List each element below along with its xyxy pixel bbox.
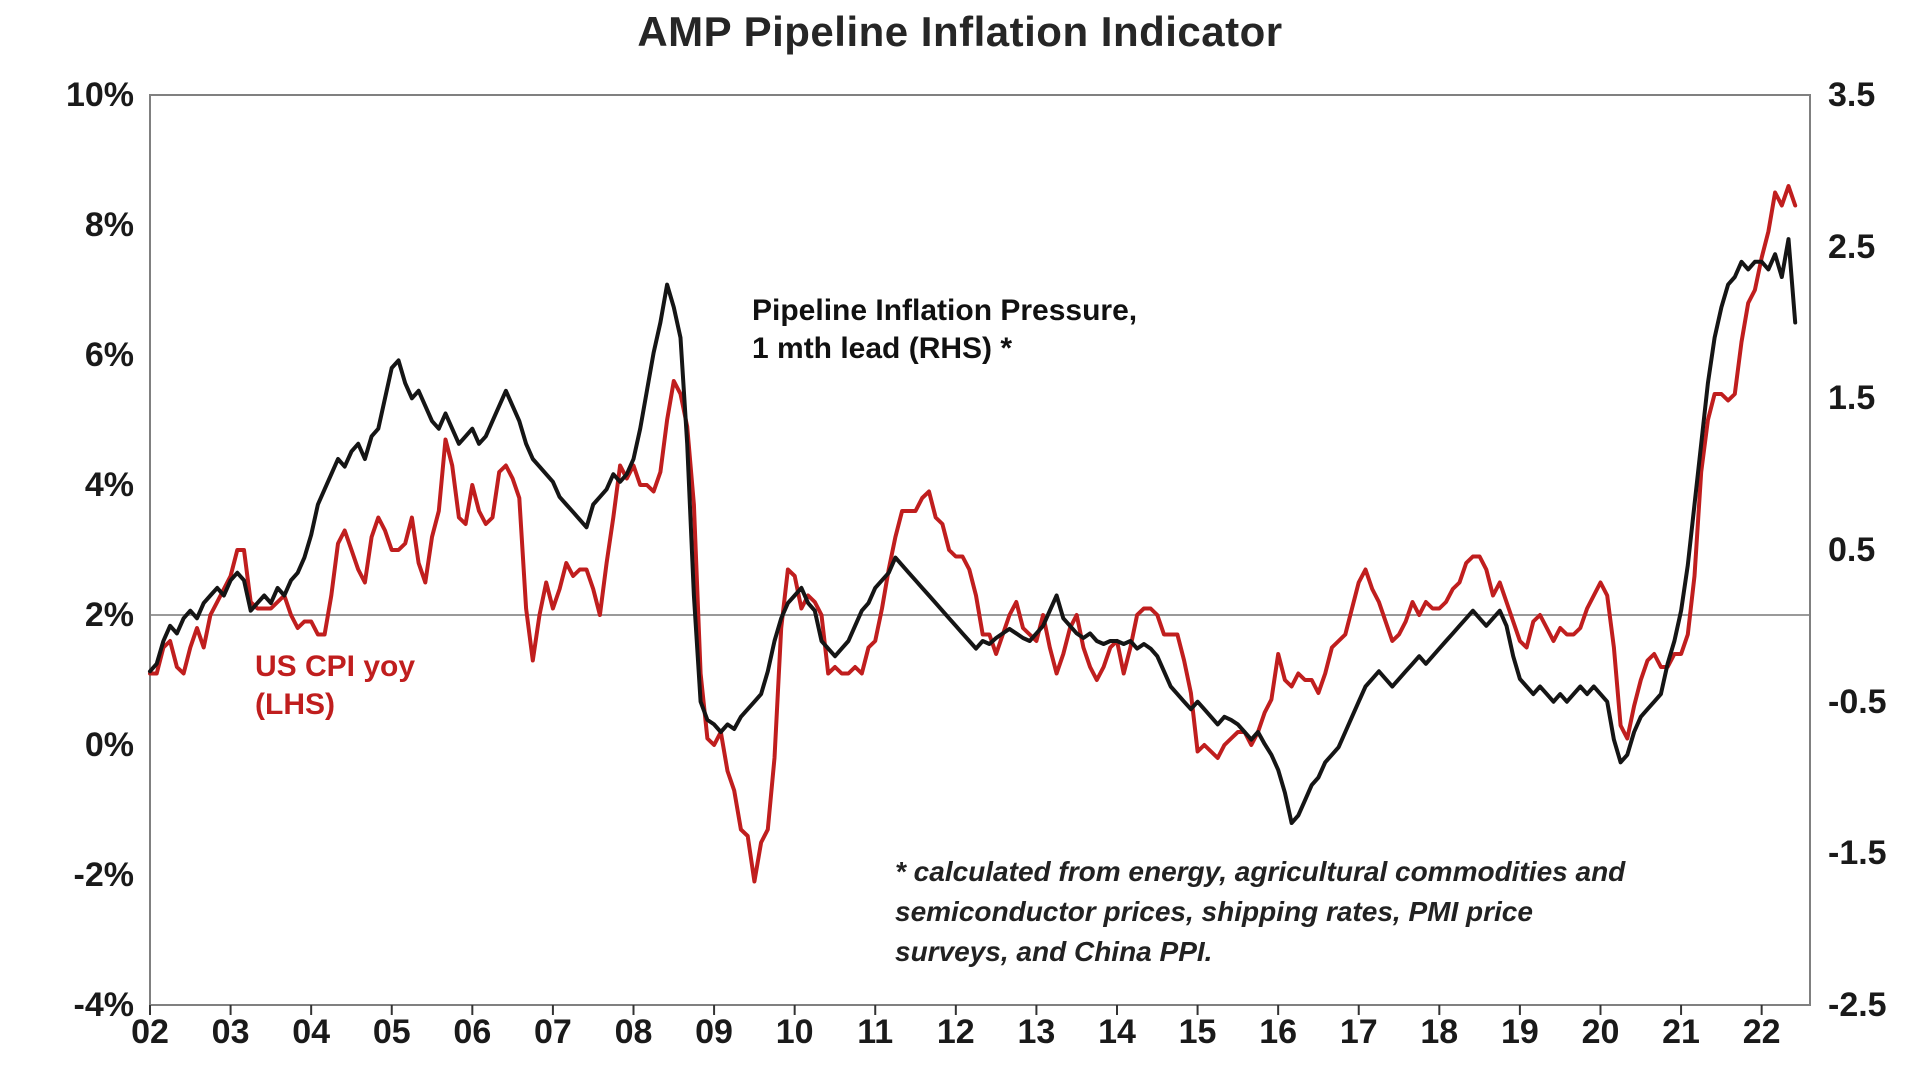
right-axis-tick-label: 1.5	[1828, 379, 1876, 418]
x-axis-tick-label: 19	[1500, 1013, 1539, 1051]
x-axis-tick-label: 05	[372, 1013, 411, 1051]
left-axis-tick-label: 6%	[84, 336, 134, 374]
right-axis-tick-label: -1.5	[1828, 834, 1887, 873]
x-axis-tick-label: 08	[614, 1013, 653, 1051]
x-axis-tick-label: 12	[936, 1013, 975, 1051]
x-axis-tick-label: 10	[775, 1013, 814, 1051]
right-axis-tick-label: 0.5	[1828, 531, 1876, 569]
series-line-pipeline	[148, 237, 1798, 825]
x-axis-tick-label: 18	[1420, 1013, 1459, 1051]
right-axis-tick-label: -0.5	[1828, 682, 1887, 721]
x-axis-tick-label: 15	[1178, 1013, 1217, 1051]
left-axis-tick-label: 8%	[84, 206, 134, 244]
right-axis-tick-label: 3.5	[1828, 76, 1876, 114]
left-axis-tick-label: 4%	[84, 466, 134, 504]
x-axis-tick-label: 17	[1339, 1013, 1378, 1051]
x-axis-tick-label: 02	[131, 1013, 169, 1051]
x-axis-tick-label: 21	[1662, 1013, 1700, 1051]
left-axis-tick-label: -2%	[73, 856, 134, 894]
right-axis-tick-label: 2.5	[1828, 227, 1876, 266]
x-axis-tick-label: 20	[1581, 1013, 1620, 1051]
x-axis-tick-label: 04	[292, 1013, 331, 1051]
x-axis-tick-label: 03	[211, 1013, 250, 1051]
cpi-series-annotation: US CPI yoy (LHS)	[255, 650, 416, 721]
x-axis-tick-label: 14	[1098, 1013, 1136, 1051]
footnote-annotation: * calculated from energy, agricultural c…	[895, 856, 1626, 967]
x-axis-tick-label: 16	[1259, 1013, 1298, 1051]
plot-area	[148, 94, 1811, 1015]
left-axis-tick-label: -4%	[73, 986, 134, 1024]
x-axis-tick-label: 22	[1742, 1013, 1781, 1051]
left-axis-tick-label: 2%	[84, 596, 134, 634]
chart-title: AMP Pipeline Inflation Indicator	[637, 8, 1283, 55]
x-axis-tick-label: 06	[453, 1013, 492, 1051]
x-axis-tick-label: 13	[1017, 1013, 1056, 1051]
left-axis-tick-label: 0%	[84, 726, 134, 764]
left-axis-tick-label: 10%	[65, 76, 134, 114]
x-axis-tick-label: 11	[857, 1013, 894, 1051]
pipeline-series-annotation: Pipeline Inflation Pressure, 1 mth lead …	[752, 294, 1138, 365]
x-axis-tick-label: 07	[533, 1013, 572, 1051]
right-axis-tick-label: -2.5	[1828, 986, 1887, 1024]
x-axis-tick-label: 09	[695, 1013, 733, 1051]
series-line-cpi	[148, 184, 1798, 884]
plot-svg	[148, 94, 1811, 1015]
plot-border	[149, 94, 1811, 1006]
